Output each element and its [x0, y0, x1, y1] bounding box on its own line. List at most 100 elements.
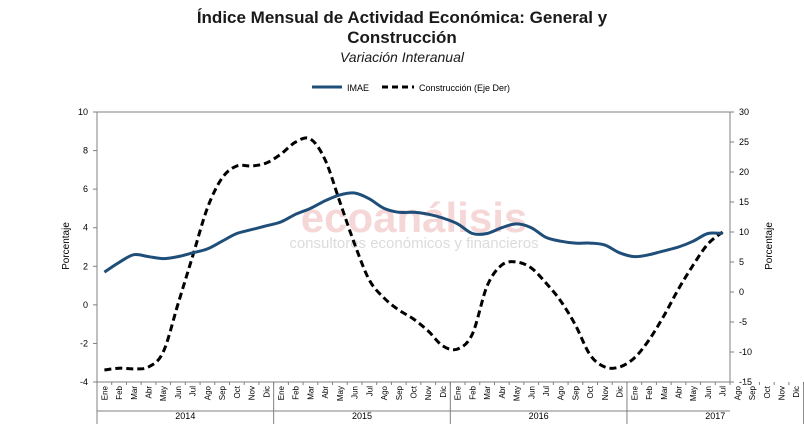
data-point-construccion [251, 165, 253, 167]
series-line-imae [103, 191, 723, 274]
data-point-imae [118, 262, 120, 264]
y-left-tick-label: 0 [83, 300, 88, 310]
x-tick-label: Ene [630, 385, 639, 400]
chart-title-line1: Índice Mensual de Actividad Económica: G… [196, 8, 608, 27]
x-tick-label: Oct [233, 385, 242, 398]
data-point-imae [678, 246, 680, 248]
x-tick-label: Mar [660, 386, 669, 400]
data-point-construccion [560, 300, 562, 302]
data-point-construccion [104, 369, 106, 371]
data-point-imae [427, 213, 429, 215]
x-tick-label: Feb [292, 385, 301, 399]
y-axis-label-left: Porcentaje [61, 222, 72, 270]
data-point-construccion [398, 309, 400, 311]
data-point-imae [530, 227, 532, 229]
data-point-construccion [354, 243, 356, 245]
y-left-tick-label: -2 [80, 338, 88, 348]
y-right-tick-label: 30 [739, 107, 749, 117]
x-tick-label: Ago [203, 385, 212, 400]
x-tick-label: Feb [645, 385, 654, 399]
x-tick-label: Sep [395, 385, 404, 400]
data-point-imae [634, 256, 636, 258]
watermark-sub: consultores económicos y financieros [289, 235, 538, 252]
x-tick-label: Oct [410, 385, 419, 398]
y-left-tick-label: 6 [83, 184, 88, 194]
data-point-imae [265, 225, 267, 227]
data-point-imae [560, 240, 562, 242]
legend-label-construccion: Construcción (Eje Der) [419, 83, 510, 93]
x-tick-label: Ago [380, 385, 389, 400]
data-point-construccion [221, 177, 223, 179]
data-point-construccion [162, 351, 164, 353]
chart-subtitle: Variación Interanual [339, 49, 464, 65]
data-point-construccion [427, 330, 429, 332]
data-point-imae [413, 211, 415, 213]
y-right-tick-label: 15 [739, 197, 749, 207]
data-point-imae [221, 240, 223, 242]
x-tick-label: Ene [277, 385, 286, 400]
x-tick-label: Oct [586, 385, 595, 398]
data-point-imae [619, 252, 621, 254]
data-point-imae [383, 208, 385, 210]
data-point-imae [192, 252, 194, 254]
data-point-imae [236, 233, 238, 235]
x-tick-label: Ene [100, 385, 109, 400]
plot-area-frame [96, 111, 731, 383]
x-tick-label: Dic [616, 386, 625, 398]
data-point-construccion [118, 367, 120, 369]
x-tick-label: Nov [424, 386, 433, 400]
x-tick-label: Nov [778, 386, 787, 400]
data-point-imae [324, 200, 326, 202]
data-point-imae [457, 223, 459, 225]
data-point-imae [648, 254, 650, 256]
watermark-main: ecoanálisis [301, 194, 527, 241]
data-point-imae [162, 258, 164, 260]
data-point-construccion [589, 354, 591, 356]
data-point-construccion [280, 153, 282, 155]
x-tick-label: Ene [454, 385, 463, 400]
data-point-construccion [634, 357, 636, 359]
x-tick-label: Jul [189, 386, 198, 396]
chart-title-block: Índice Mensual de Actividad Económica: G… [0, 8, 804, 66]
data-point-imae [722, 233, 724, 235]
data-point-imae [339, 194, 341, 196]
data-point-construccion [619, 366, 621, 368]
x-tick-label: May [159, 386, 168, 401]
x-tick-label: Feb [115, 385, 124, 399]
x-tick-label: Abr [674, 386, 683, 399]
data-point-construccion [148, 366, 150, 368]
data-point-imae [133, 254, 135, 256]
data-point-construccion [457, 348, 459, 350]
data-point-imae [177, 256, 179, 258]
data-point-imae [207, 248, 209, 250]
data-point-construccion [472, 333, 474, 335]
y-left-tick-label: 4 [83, 223, 88, 233]
x-year-label: 2015 [352, 411, 372, 421]
y-right-tick-label: -15 [739, 377, 752, 387]
data-point-construccion [442, 345, 444, 347]
data-point-construccion [486, 285, 488, 287]
y-left-tick-label: 2 [83, 261, 88, 271]
axis-labels: Porcentaje Porcentaje [61, 222, 775, 270]
x-tick-label: Nov [601, 386, 610, 400]
x-tick-label: Dic [262, 386, 271, 398]
data-point-imae [310, 208, 312, 210]
series-group [103, 136, 724, 372]
y-right-tick-label: 20 [739, 167, 749, 177]
y-right-tick-label: -10 [739, 347, 752, 357]
data-point-imae [295, 213, 297, 215]
x-tick-label: Sep [571, 385, 580, 400]
data-point-construccion [133, 368, 135, 370]
data-point-construccion [545, 282, 547, 284]
data-point-imae [604, 244, 606, 246]
data-point-construccion [707, 243, 709, 245]
data-point-imae [545, 237, 547, 239]
data-point-construccion [383, 297, 385, 299]
data-point-imae [663, 250, 665, 252]
data-point-imae [501, 227, 503, 229]
x-tick-label: Jul [719, 386, 728, 396]
data-point-construccion [530, 267, 532, 269]
x-tick-label: Dic [792, 386, 801, 398]
data-point-imae [707, 233, 709, 235]
